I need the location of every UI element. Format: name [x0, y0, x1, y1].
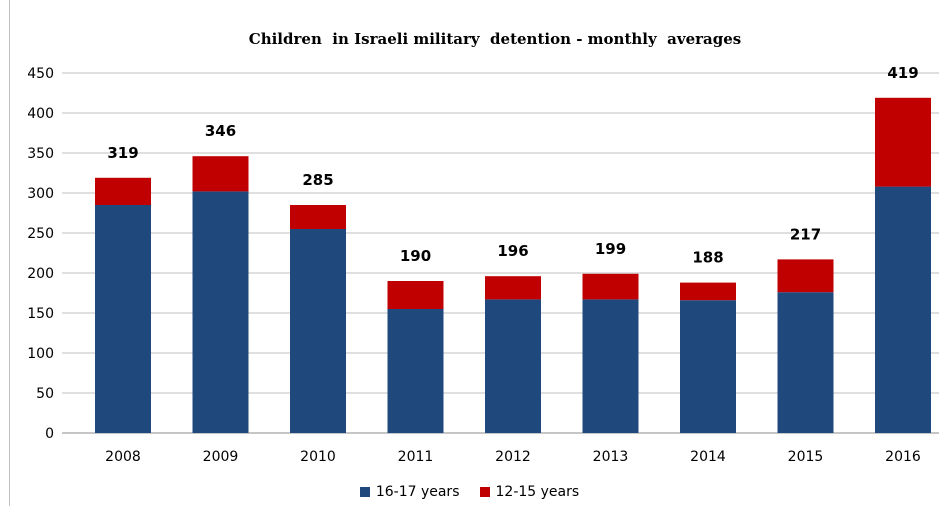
data-label-total-2014: 188: [692, 249, 723, 267]
bar-2011-series-1: [387, 281, 444, 309]
bar-2015-series-1: [777, 259, 834, 293]
legend-swatch-series-0: [359, 487, 370, 497]
legend-item-series-0: 16-17 years: [359, 484, 460, 500]
y-tick-label-300: 300: [27, 186, 54, 202]
x-tick-label-2015: 2015: [788, 449, 824, 465]
data-label-total-2010: 285: [302, 171, 333, 189]
x-tick-label-2010: 2010: [300, 449, 336, 465]
bar-2010-series-1: [290, 205, 346, 229]
bar-2013-series-1: [582, 273, 639, 300]
chart-title: Children in Israeli military detention -…: [248, 30, 742, 48]
x-tick-label-2014: 2014: [690, 449, 726, 465]
x-tick-label-2013: 2013: [593, 449, 629, 465]
bar-2016-series-1: [875, 97, 931, 187]
bar-2016-series-0: [875, 186, 931, 433]
y-tick-label-350: 350: [27, 146, 54, 162]
legend-item-series-1: 12-15 years: [479, 484, 580, 500]
data-label-total-2015: 217: [790, 225, 821, 243]
left-border: [9, 0, 10, 506]
bar-2012-series-1: [485, 276, 541, 300]
bar-2010-series-0: [290, 229, 346, 433]
x-tick-label-2009: 2009: [203, 449, 239, 465]
data-label-total-2008: 319: [107, 144, 138, 162]
y-tick-label-100: 100: [27, 346, 54, 362]
y-tick-label-400: 400: [27, 106, 54, 122]
bar-2013-series-0: [582, 299, 639, 433]
y-tick-label-150: 150: [27, 306, 54, 322]
x-tick-label-2016: 2016: [885, 449, 921, 465]
x-tick-label-2008: 2008: [105, 449, 141, 465]
data-label-total-2011: 190: [400, 247, 431, 265]
bar-2008-series-0: [95, 205, 151, 433]
data-label-total-2009: 346: [205, 122, 236, 140]
legend-label-series-0: 16-17 years: [375, 484, 460, 500]
y-tick-label-200: 200: [27, 266, 54, 282]
chart-legend: 16-17 years 12-15 years: [0, 484, 939, 500]
bar-2009-series-1: [192, 156, 249, 192]
bar-2014-series-0: [680, 300, 736, 433]
bar-2011-series-0: [387, 309, 444, 433]
data-label-total-2012: 196: [497, 242, 528, 260]
x-tick-label-2011: 2011: [398, 449, 434, 465]
bar-2009-series-0: [192, 191, 249, 433]
data-label-total-2013: 199: [595, 240, 626, 258]
data-label-total-2016: 419: [887, 64, 918, 82]
y-tick-label-450: 450: [27, 66, 54, 82]
y-tick-label-0: 0: [45, 426, 54, 442]
bar-2014-series-1: [680, 282, 736, 301]
y-tick-label-250: 250: [27, 226, 54, 242]
y-tick-label-50: 50: [36, 386, 54, 402]
bar-2008-series-1: [95, 177, 151, 205]
legend-swatch-series-1: [479, 487, 490, 497]
legend-label-series-1: 12-15 years: [495, 484, 580, 500]
x-tick-label-2012: 2012: [495, 449, 531, 465]
bar-2012-series-0: [485, 299, 541, 433]
bar-2015-series-0: [777, 292, 834, 433]
